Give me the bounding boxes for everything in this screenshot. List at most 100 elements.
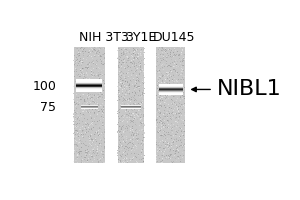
- Point: [117, 158, 122, 161]
- Point: [133, 102, 138, 105]
- Point: [82, 120, 86, 124]
- Point: [84, 67, 88, 70]
- Point: [79, 140, 84, 143]
- Point: [133, 85, 137, 89]
- Bar: [156, 47, 185, 163]
- Point: [127, 78, 131, 82]
- Point: [77, 106, 82, 110]
- Point: [135, 103, 140, 106]
- Point: [172, 114, 177, 117]
- Point: [165, 85, 170, 88]
- Point: [163, 143, 167, 147]
- Point: [171, 155, 176, 158]
- Point: [178, 127, 183, 130]
- Point: [142, 87, 146, 91]
- Point: [155, 123, 160, 126]
- Point: [154, 49, 159, 53]
- Point: [175, 113, 179, 116]
- Point: [125, 100, 130, 104]
- Point: [123, 93, 128, 96]
- Point: [161, 113, 166, 116]
- Point: [122, 87, 127, 90]
- Point: [127, 84, 132, 87]
- Point: [129, 71, 134, 75]
- Point: [122, 75, 127, 78]
- Point: [123, 155, 128, 158]
- Point: [170, 71, 175, 74]
- Point: [80, 63, 84, 66]
- Point: [78, 98, 83, 101]
- Point: [76, 103, 81, 106]
- Point: [94, 124, 99, 127]
- Point: [165, 133, 170, 136]
- Point: [100, 150, 105, 153]
- Point: [178, 79, 183, 83]
- Point: [182, 122, 186, 125]
- Point: [79, 91, 84, 94]
- Point: [125, 161, 130, 164]
- Point: [94, 59, 99, 62]
- Point: [167, 106, 172, 109]
- Point: [93, 51, 98, 54]
- Point: [116, 131, 121, 135]
- Point: [103, 92, 107, 96]
- Point: [173, 102, 178, 105]
- Point: [134, 52, 139, 55]
- Point: [99, 65, 103, 68]
- Point: [81, 67, 86, 70]
- Point: [121, 51, 126, 54]
- Point: [159, 104, 164, 108]
- Point: [86, 135, 91, 138]
- Point: [100, 98, 104, 101]
- Point: [142, 141, 146, 144]
- Point: [167, 142, 172, 145]
- Point: [130, 133, 135, 136]
- Point: [116, 64, 121, 67]
- Point: [71, 102, 76, 106]
- Point: [92, 117, 96, 120]
- Point: [132, 84, 137, 87]
- Point: [88, 73, 93, 76]
- Point: [181, 129, 185, 132]
- Point: [160, 68, 165, 71]
- Point: [100, 150, 104, 153]
- Point: [89, 104, 94, 107]
- Point: [88, 82, 93, 85]
- Point: [77, 125, 82, 128]
- Point: [93, 150, 98, 153]
- Point: [139, 131, 144, 134]
- Point: [126, 149, 131, 152]
- Point: [120, 92, 125, 95]
- Point: [98, 156, 103, 159]
- Point: [165, 71, 170, 74]
- Point: [130, 147, 135, 150]
- Point: [172, 83, 177, 86]
- Point: [93, 156, 98, 159]
- Point: [137, 85, 142, 88]
- Point: [80, 61, 85, 64]
- Point: [99, 60, 104, 63]
- Point: [131, 135, 136, 138]
- Point: [96, 153, 101, 156]
- Point: [173, 87, 178, 90]
- Point: [127, 109, 132, 112]
- Point: [169, 73, 173, 76]
- Point: [158, 112, 162, 115]
- Point: [174, 140, 179, 143]
- Point: [92, 54, 97, 57]
- Point: [103, 124, 107, 127]
- Point: [176, 153, 181, 157]
- Point: [135, 57, 140, 60]
- Point: [131, 148, 136, 152]
- Point: [135, 76, 140, 79]
- Point: [122, 150, 127, 153]
- Point: [122, 47, 127, 50]
- Point: [89, 138, 94, 142]
- Point: [91, 104, 96, 107]
- Point: [130, 70, 135, 74]
- Point: [87, 51, 92, 54]
- Point: [134, 74, 139, 77]
- Point: [172, 58, 176, 61]
- Point: [98, 147, 103, 151]
- Point: [165, 126, 170, 129]
